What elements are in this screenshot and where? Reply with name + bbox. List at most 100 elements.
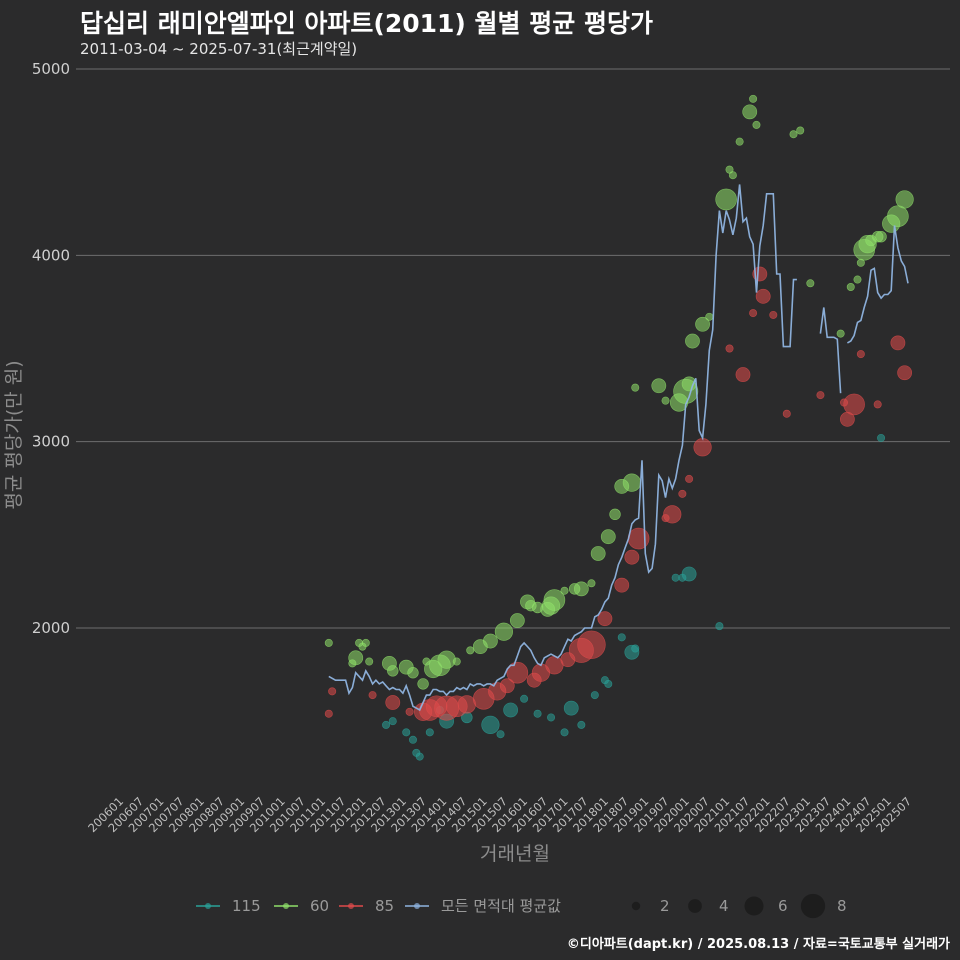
size-legend-label: 6 [778,897,788,915]
point-60 [685,333,700,349]
legend-swatch-dot [414,903,420,909]
point-115 [590,691,599,700]
point-115 [425,728,434,737]
x-axis-title: 거래년월 [480,843,550,865]
size-legend-circle [800,893,826,919]
y-tick-label: 2000 [32,619,70,637]
point-60 [417,678,429,690]
point-115 [520,694,529,703]
point-60 [752,120,761,129]
point-85 [816,391,825,400]
footer-credit: ©디아파트(dapt.kr) / 2025.08.13 / 자료=국토교통부 실… [566,937,950,952]
chart-title: 답십리 래미안엘파인 아파트(2011) 월별 평균 평당가 [80,9,653,38]
point-85 [725,344,734,353]
point-85 [843,393,865,416]
point-115 [388,717,397,726]
point-60 [853,275,862,284]
point-85 [890,335,906,351]
point-60 [587,579,596,588]
point-115 [617,633,626,642]
y-tick-label: 3000 [32,433,70,451]
point-60 [715,188,737,211]
point-60 [695,316,710,332]
point-60 [836,329,845,338]
point-85 [368,691,377,700]
point-115 [481,715,500,734]
point-60 [324,638,333,647]
point-85 [614,577,630,593]
legend-swatch-dot [348,903,354,909]
average-line-segment [847,225,909,344]
point-85 [782,409,791,418]
legend-label: 60 [310,897,329,915]
point-85 [897,365,913,381]
point-85 [499,678,515,694]
point-60 [387,665,399,677]
point-60 [875,231,887,243]
point-85 [385,695,401,710]
point-115 [402,728,411,737]
point-85 [735,367,751,382]
legend: 115 60 85 모든 면적대 평균값 2 4 6 8 [196,893,847,919]
x-axis-ticks: 2006012006072007012007072008012008072009… [85,794,914,835]
grid-lines [76,68,950,629]
point-60 [509,613,525,628]
chart-subtitle: 2011-03-04 ~ 2025-07-31(최근계약일) [80,40,358,58]
legend-swatch-dot [205,903,211,909]
point-115 [533,709,542,718]
point-60 [483,633,498,649]
size-legend-circle [688,899,702,913]
point-115 [577,720,586,729]
size-legend-circle [744,896,764,916]
point-85 [873,400,882,409]
point-85 [624,549,640,565]
point-60 [705,312,714,321]
point-60 [806,279,815,288]
point-115 [563,700,579,716]
y-axis-ticks: 2000 3000 4000 5000 [32,60,70,637]
point-85 [328,687,337,696]
point-115 [681,566,697,582]
point-60 [895,190,914,209]
point-60 [543,589,566,611]
point-60 [735,137,744,146]
point-85 [597,611,613,627]
point-85 [627,527,650,550]
legend-label: 115 [232,897,261,915]
point-60 [348,650,364,666]
point-60 [452,657,461,666]
average-line-segment [328,184,797,712]
point-60 [651,378,667,394]
point-60 [796,126,805,135]
point-60 [600,529,616,545]
point-115 [496,730,505,739]
size-legend-circle [631,901,641,911]
point-115 [415,752,424,761]
point-115 [877,433,886,442]
point-60 [365,657,374,666]
average-line-segment [819,307,842,394]
legend-label: 모든 면적대 평균값 [441,897,561,915]
point-115 [631,644,640,653]
point-115 [408,735,417,744]
point-85 [769,310,778,319]
point-115 [547,713,556,722]
point-60 [749,94,758,103]
point-60 [437,650,456,669]
size-legend-label: 4 [719,897,729,915]
point-85 [324,709,333,718]
point-85 [693,438,712,457]
point-85 [752,266,768,282]
point-115 [671,573,680,582]
point-85 [678,489,687,498]
point-60 [466,646,475,655]
point-60 [887,205,909,228]
point-115 [382,720,391,729]
point-60 [661,396,670,405]
point-60 [742,104,758,120]
y-tick-label: 5000 [32,60,70,78]
point-85 [506,661,529,684]
point-115 [604,679,613,688]
legend-swatch-dot [283,903,289,909]
